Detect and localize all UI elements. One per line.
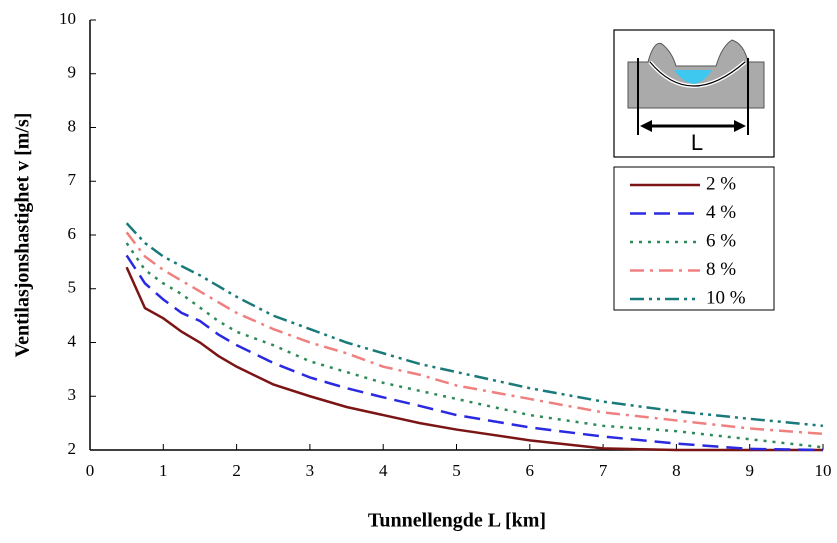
x-tick-label: 5 bbox=[452, 461, 461, 480]
x-tick-label: 3 bbox=[306, 461, 315, 480]
legend-label: 2 % bbox=[706, 173, 736, 194]
x-tick-label: 2 bbox=[232, 461, 241, 480]
legend-label: 10 % bbox=[706, 287, 746, 308]
tunnel-outline bbox=[649, 61, 746, 87]
y-tick-label: 7 bbox=[68, 170, 77, 189]
series-line bbox=[125, 266, 823, 452]
series-line bbox=[125, 231, 824, 436]
y-tick-label: 3 bbox=[68, 385, 77, 404]
y-tick-label: 8 bbox=[68, 116, 77, 135]
inset-label: L bbox=[691, 130, 703, 155]
legend-label: 4 % bbox=[706, 202, 736, 223]
series-line bbox=[125, 222, 824, 428]
x-tick-label: 8 bbox=[672, 461, 681, 480]
inset-diagram: L bbox=[613, 29, 775, 158]
y-tick-label: 10 bbox=[59, 9, 76, 28]
x-tick-label: 9 bbox=[745, 461, 754, 480]
y-axis-title: Ventilasjonshastighet v [m/s] bbox=[12, 113, 34, 358]
x-tick-label: 0 bbox=[86, 461, 95, 480]
x-tick-label: 7 bbox=[599, 461, 608, 480]
series-line bbox=[125, 242, 824, 449]
y-tick-label: 5 bbox=[68, 278, 77, 297]
x-tick-label: 4 bbox=[379, 461, 388, 480]
y-tick-label: 9 bbox=[68, 63, 77, 82]
series-line bbox=[125, 254, 824, 452]
y-tick-label: 2 bbox=[68, 439, 77, 458]
x-axis-title: Tunnellengde L [km] bbox=[368, 510, 546, 532]
x-tick-label: 10 bbox=[815, 461, 832, 480]
x-tick-label: 1 bbox=[159, 461, 168, 480]
y-tick-label: 4 bbox=[68, 331, 77, 350]
arrow-head bbox=[640, 120, 746, 132]
legend-frame bbox=[613, 166, 775, 311]
x-tick-label: 6 bbox=[526, 461, 535, 480]
y-tick-label: 6 bbox=[68, 224, 77, 243]
legend-label: 8 % bbox=[706, 259, 736, 280]
water bbox=[674, 70, 712, 84]
legend-label: 6 % bbox=[706, 230, 736, 251]
